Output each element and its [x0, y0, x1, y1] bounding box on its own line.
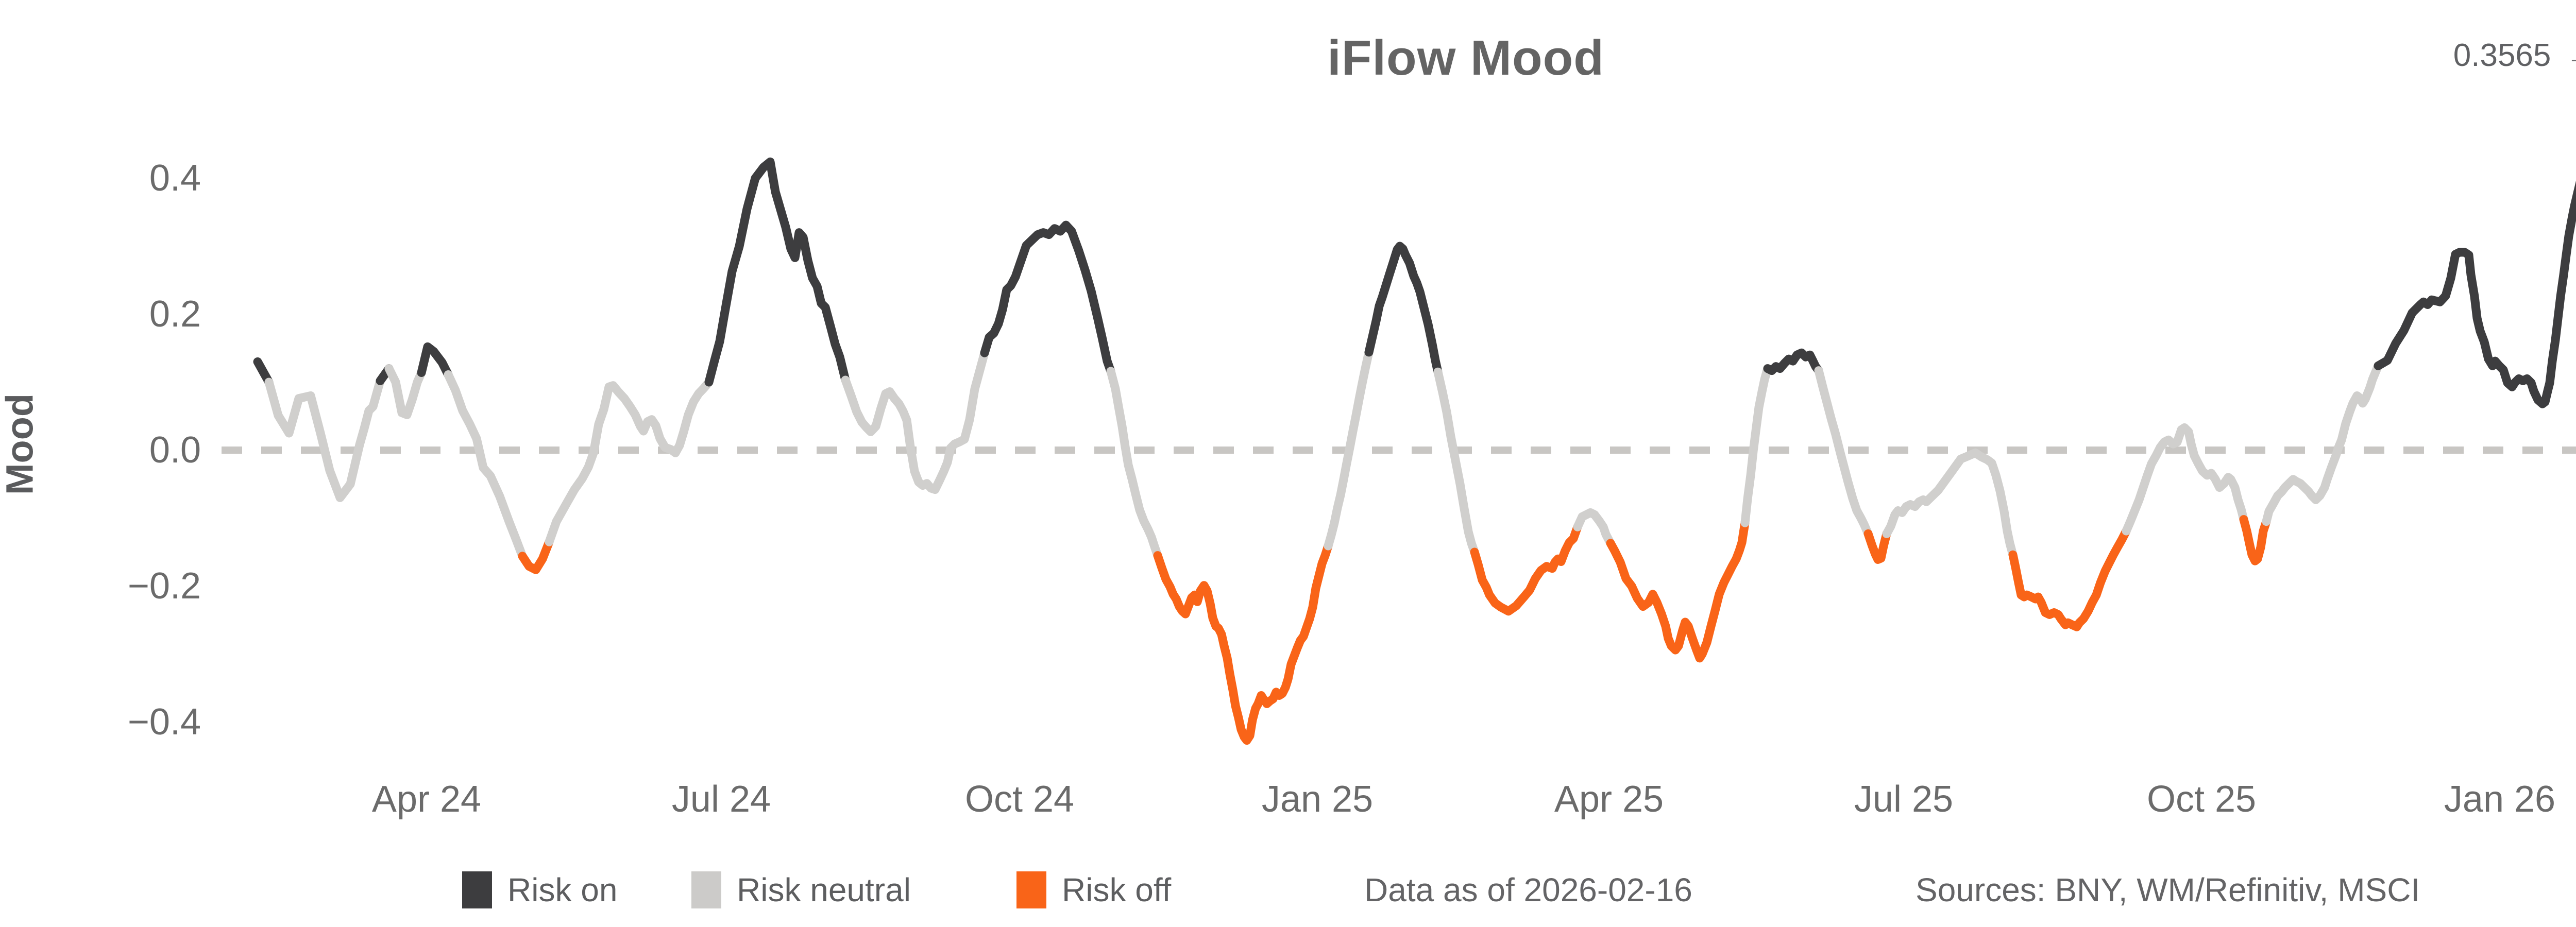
sources-note: Sources: BNY, WM/Refinitiv, MSCI: [1916, 871, 2420, 908]
series-run-risk-neutral: [384, 364, 426, 419]
current-reading: 0.3565→risk on: [2453, 37, 2576, 74]
series-run-risk-neutral: [1882, 448, 2018, 559]
series-run-risk-neutral: [1106, 367, 1162, 560]
series-run-risk-on: [704, 157, 850, 387]
series-run-risk-neutral: [545, 377, 714, 546]
legend-label-risk-neutral: Risk neutral: [737, 871, 911, 908]
series-run-risk-neutral: [444, 370, 527, 561]
x-tick-oct-24: Oct 24: [964, 779, 1075, 820]
series-run-risk-off: [2239, 515, 2271, 565]
series-run-risk-off: [1606, 518, 1750, 663]
series-run-risk-neutral: [264, 376, 385, 502]
series-run-risk-off: [1470, 522, 1582, 616]
series-run-risk-neutral: [1814, 366, 1873, 538]
legend-swatch-risk-neutral: [691, 871, 721, 908]
x-tick-apr-24: Apr 24: [371, 779, 482, 820]
series-run-risk-off: [2008, 526, 2131, 631]
series-run-risk-neutral: [1433, 367, 1479, 557]
series-run-risk-neutral: [841, 348, 989, 494]
series-run-risk-off: [1153, 541, 1333, 745]
series-run-risk-on: [980, 220, 1115, 376]
y-tick-−0.2: −0.2: [127, 565, 201, 607]
y-tick-0.0: 0.0: [149, 430, 201, 471]
series-run-risk-on: [1364, 242, 1443, 376]
x-tick-oct-25: Oct 25: [2146, 779, 2257, 820]
legend-label-risk-on: Risk on: [507, 871, 618, 908]
series-run-risk-off: [1863, 529, 1891, 564]
series-run-risk-off: [518, 537, 554, 574]
series-run-risk-neutral: [1740, 364, 1772, 527]
series-run-risk-on: [2374, 180, 2576, 408]
data-as-of-note: Data as of 2026-02-16: [1364, 871, 1692, 908]
series-run-risk-neutral: [1324, 348, 1374, 551]
x-tick-jul-24: Jul 24: [671, 779, 771, 820]
series-run-risk-neutral: [2262, 361, 2383, 526]
series-run-risk-on: [1763, 348, 1823, 375]
x-tick-apr-25: Apr 25: [1554, 779, 1664, 820]
series-run-risk-on: [417, 342, 453, 379]
current-reading-value: 0.3565: [2453, 38, 2551, 73]
x-tick-jan-26: Jan 26: [2444, 779, 2556, 820]
series-run-risk-neutral: [1573, 508, 1615, 548]
y-tick-0.2: 0.2: [149, 294, 201, 335]
series-run-risk-neutral: [2122, 423, 2248, 536]
page-title: iFlow Mood: [1327, 30, 1604, 85]
y-tick-−0.4: −0.4: [127, 701, 201, 743]
arrow-right-icon: →: [2565, 38, 2576, 73]
legend-swatch-risk-on: [462, 871, 492, 908]
y-tick-0.4: 0.4: [149, 158, 201, 199]
x-tick-jul-25: Jul 25: [1854, 779, 1954, 820]
legend-swatch-risk-off: [1016, 871, 1046, 908]
legend-label-risk-off: Risk off: [1062, 871, 1172, 908]
x-tick-jan-25: Jan 25: [1261, 779, 1374, 820]
